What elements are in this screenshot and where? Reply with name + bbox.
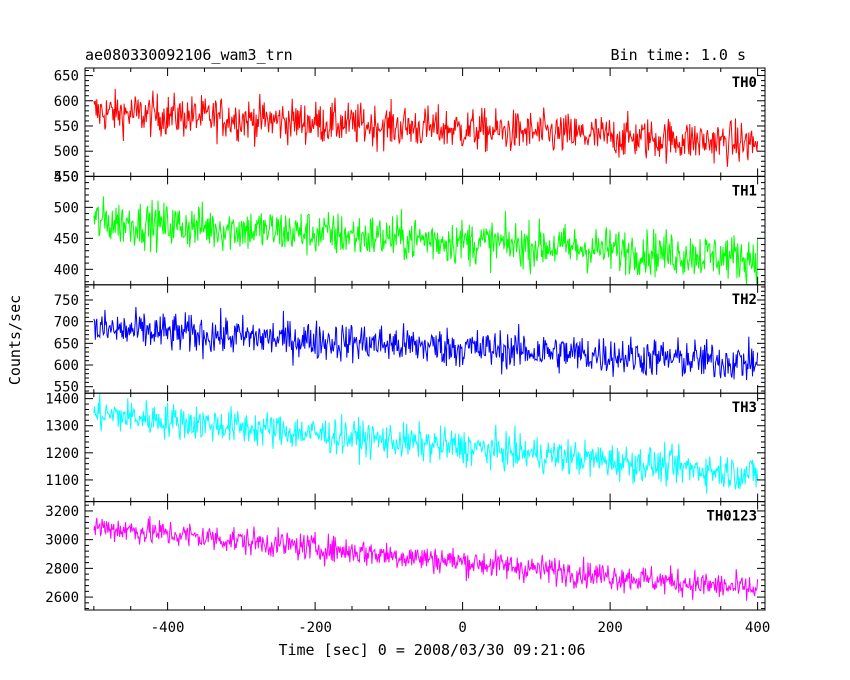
y-tick-label: 500 bbox=[54, 200, 79, 216]
y-tick-label: 400 bbox=[54, 262, 79, 278]
y-tick-label: 2600 bbox=[45, 590, 79, 606]
panel-th2: 550 600 650 700 750 TH2 bbox=[54, 284, 766, 396]
y-tick-label: 600 bbox=[54, 94, 79, 110]
y-tick-label: 650 bbox=[54, 69, 79, 85]
y-tick-label: 550 bbox=[54, 119, 79, 135]
series-line-th0123 bbox=[93, 516, 759, 601]
y-tick-label: 750 bbox=[54, 293, 79, 309]
y-tick-label: 1300 bbox=[45, 419, 79, 435]
panel-th3: 1100 1200 1300 1400 TH3 bbox=[45, 392, 766, 503]
panel-th0: 450 500 550 600 650 TH0 bbox=[54, 67, 766, 185]
series-line-th0 bbox=[93, 88, 759, 167]
series-line-th3 bbox=[93, 393, 759, 494]
y-tick-label: 3000 bbox=[45, 533, 79, 549]
y-tick-label: 450 bbox=[54, 231, 79, 247]
bin-time-label: Bin time: 1.0 s bbox=[611, 46, 746, 64]
y-tick-label: 650 bbox=[54, 336, 79, 352]
y-tick-label: 550 bbox=[54, 169, 79, 185]
x-tick-label: 400 bbox=[745, 620, 770, 636]
x-tick-label: 200 bbox=[597, 620, 622, 636]
x-tick-label: 0 bbox=[458, 620, 466, 636]
series-line-th1 bbox=[93, 196, 759, 285]
panel-th1: 400 450 500 550 TH1 bbox=[54, 169, 766, 286]
y-tick-label: 1200 bbox=[45, 446, 79, 462]
panel-label: TH0 bbox=[732, 75, 757, 91]
panel-frame bbox=[84, 501, 766, 611]
y-tick-label: 450 bbox=[54, 169, 79, 185]
y-tick-label: 3200 bbox=[45, 504, 79, 520]
panel-label: TH0123 bbox=[706, 509, 757, 525]
y-axis-label: Counts/sec bbox=[6, 295, 24, 385]
panel-frame bbox=[84, 392, 766, 503]
panel-label: TH2 bbox=[732, 292, 757, 308]
y-tick-label: 1400 bbox=[45, 392, 79, 408]
chart-title: ae080330092106_wam3_trn bbox=[85, 46, 293, 64]
y-tick-label: 550 bbox=[54, 380, 79, 396]
panel-label: TH3 bbox=[732, 400, 757, 416]
y-tick-label: 1100 bbox=[45, 473, 79, 489]
y-tick-label: 600 bbox=[54, 358, 79, 374]
x-tick-label: -200 bbox=[298, 620, 332, 636]
panel-th0123: 2600 2800 3000 3200 TH0123 bbox=[45, 501, 766, 611]
panel-label: TH1 bbox=[732, 183, 757, 199]
x-tick-label: -400 bbox=[151, 620, 185, 636]
y-tick-label: 500 bbox=[54, 144, 79, 160]
y-tick-label: 700 bbox=[54, 315, 79, 331]
y-tick-label: 2800 bbox=[45, 561, 79, 577]
series-line-th2 bbox=[93, 306, 759, 381]
panel-frame bbox=[84, 284, 766, 394]
x-axis: -400 -200 0 200 400 bbox=[151, 620, 771, 636]
panels-group: 450 500 550 600 650 TH0 400 450 500 550 TH1 550 600 6… bbox=[45, 67, 766, 611]
x-axis-label: Time [sec] 0 = 2008/03/30 09:21:06 bbox=[278, 641, 585, 659]
